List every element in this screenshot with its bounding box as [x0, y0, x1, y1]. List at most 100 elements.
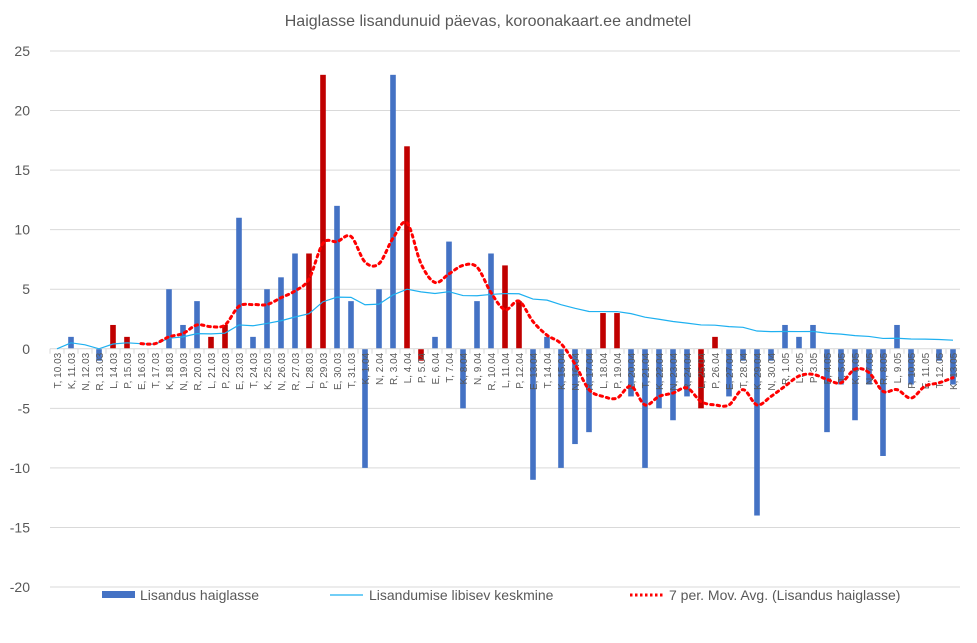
x-tick-label: T, 10.03 [53, 352, 64, 388]
x-tick-label: P, 19.04 [613, 352, 624, 388]
x-tick-label: P, 29.03 [319, 352, 330, 388]
x-tick-label: L, 21.03 [207, 352, 218, 389]
x-tick-label: N, 30.04 [767, 352, 778, 390]
bar [250, 336, 256, 349]
bar [880, 348, 886, 456]
x-tick-label: P, 15.03 [123, 352, 134, 388]
bar [572, 348, 578, 445]
bar [488, 253, 494, 349]
x-tick-label: P, 3.05 [809, 352, 820, 383]
x-tick-label: T, 17.03 [151, 352, 162, 388]
bar [390, 74, 396, 349]
bar [306, 253, 312, 349]
bar [628, 348, 634, 397]
x-tick-label: K, 22.04 [655, 352, 666, 390]
x-tick-label: R, 13.03 [95, 352, 106, 390]
y-tick-label: 0 [22, 341, 30, 357]
y-tick-label: 10 [14, 222, 30, 238]
x-tick-label: N, 23.04 [669, 352, 680, 390]
x-tick-label: R, 1.05 [781, 352, 792, 385]
x-tick-label: N, 9.04 [473, 352, 484, 385]
lines [56, 220, 955, 408]
bar [936, 348, 942, 361]
y-tick-label: 5 [22, 281, 30, 297]
bar [446, 241, 452, 349]
bar [278, 277, 284, 349]
line-cumulative-mean [56, 288, 954, 350]
x-tick-label: L, 11.04 [501, 352, 512, 388]
bar [222, 324, 228, 349]
x-tick-label: L, 18.04 [599, 352, 610, 389]
bar [404, 146, 410, 349]
bar [166, 289, 172, 349]
y-tick-label: 25 [14, 43, 30, 59]
y-tick-label: 20 [14, 103, 30, 119]
bar [600, 313, 606, 349]
x-tick-label: P, 22.03 [221, 352, 232, 388]
x-tick-label: T, 14.04 [543, 352, 554, 388]
bar [362, 348, 368, 468]
bar [768, 348, 774, 361]
x-tick-label: P, 5.04 [417, 352, 428, 383]
x-tick-label: L, 2.05 [795, 352, 806, 383]
x-tick-label: K, 13.05 [949, 352, 960, 390]
bar [530, 348, 536, 480]
x-tick-label: E, 23.03 [235, 352, 246, 390]
x-tick-label: L, 14.03 [109, 352, 120, 389]
bar [908, 348, 914, 385]
bar [656, 348, 662, 409]
y-tick-label: 15 [14, 162, 30, 178]
x-tick-label: T, 12.05 [935, 352, 946, 388]
bar [502, 265, 508, 349]
line-moving-average [139, 220, 955, 408]
y-tick-label: -10 [10, 460, 30, 476]
bar [460, 348, 466, 409]
x-tick-label: K, 25.03 [263, 352, 274, 390]
x-tick-label: T, 28.04 [739, 352, 750, 388]
x-tick-label: N, 2.04 [375, 352, 386, 385]
bar [796, 336, 802, 349]
x-tick-label: E, 11.05 [921, 352, 932, 389]
x-tick-label: T, 5.05 [837, 352, 848, 382]
x-tick-label: R, 8.05 [879, 352, 890, 385]
bar [544, 336, 550, 349]
bar [348, 301, 354, 349]
x-tick-label: K, 8.04 [459, 352, 470, 384]
x-tick-label: R, 20.03 [193, 352, 204, 390]
bar [264, 289, 270, 349]
bar [838, 348, 844, 385]
x-tick-label: T, 21.04 [641, 352, 652, 388]
bar [824, 348, 830, 433]
bar [376, 289, 382, 349]
bars [68, 74, 956, 516]
y-tick-label: -15 [10, 519, 30, 535]
bar [334, 205, 340, 349]
bar [740, 348, 746, 361]
x-tick-label: R, 17.04 [585, 352, 596, 390]
bar [852, 348, 858, 421]
x-tick-label: T, 31.03 [347, 352, 358, 388]
bar [894, 324, 900, 349]
bar [684, 348, 690, 397]
y-axis-ticks: 25 20 15 10 5 0 -5 -10 -15 -20 [10, 43, 30, 595]
x-tick-label: N, 26.03 [277, 352, 288, 390]
bar [320, 74, 326, 349]
chart-title: Haiglasse lisandunuid päevas, koroonakaa… [285, 13, 691, 30]
x-tick-label: L, 9.05 [893, 352, 904, 383]
x-tick-label: N, 19.03 [179, 352, 190, 390]
bar [614, 313, 620, 349]
bar [866, 348, 872, 385]
bar [642, 348, 648, 468]
bar [712, 336, 718, 349]
x-tick-label: E, 27.04 [725, 352, 736, 390]
x-tick-label: R, 3.04 [389, 352, 400, 385]
bar [726, 348, 732, 397]
bar [782, 324, 788, 349]
x-tick-label: L, 25.04 [697, 352, 708, 389]
x-tick-label: P, 26.04 [711, 352, 722, 388]
x-tick-label: R, 24.04 [683, 352, 694, 390]
x-tick-label: R, 10.04 [487, 352, 498, 390]
x-tick-label: T, 7.04 [445, 352, 456, 382]
x-axis: T, 10.03 K, 11.03 N, 12.03 R, 13.03 L, 14.03… [49, 348, 960, 391]
x-tick-label: E, 20.04 [627, 352, 638, 390]
